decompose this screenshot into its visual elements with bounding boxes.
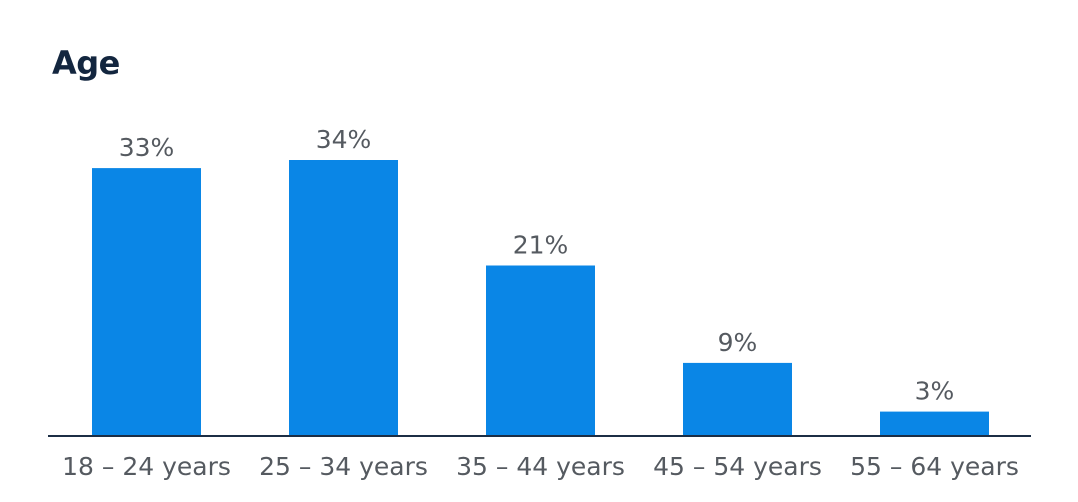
chart-title: Age bbox=[52, 44, 120, 82]
category-label-1: 18 – 24 years bbox=[62, 452, 231, 481]
bar-5 bbox=[880, 411, 989, 436]
category-labels-group: 18 – 24 years 25 – 34 years 35 – 44 years 4… bbox=[62, 452, 1019, 481]
value-label-4: 9% bbox=[718, 328, 758, 357]
value-label-5: 3% bbox=[915, 377, 955, 406]
bar-1 bbox=[92, 168, 201, 436]
bar-3 bbox=[486, 265, 595, 436]
bar-4 bbox=[683, 362, 792, 436]
bar-2 bbox=[289, 160, 398, 436]
value-label-1: 33% bbox=[119, 133, 175, 162]
value-label-3: 21% bbox=[513, 231, 569, 260]
value-label-2: 34% bbox=[316, 125, 372, 154]
category-label-3: 35 – 44 years bbox=[456, 452, 625, 481]
category-label-5: 55 – 64 years bbox=[850, 452, 1019, 481]
bars-group: 33% 34% 21% 9% 3% bbox=[92, 125, 989, 436]
category-label-2: 25 – 34 years bbox=[259, 452, 428, 481]
category-label-4: 45 – 54 years bbox=[653, 452, 822, 481]
